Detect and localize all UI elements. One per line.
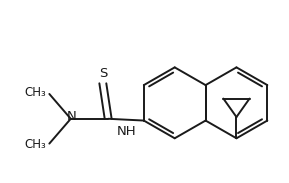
Text: CH₃: CH₃ xyxy=(25,138,46,151)
Text: S: S xyxy=(99,67,107,80)
Text: NH: NH xyxy=(117,126,137,139)
Text: N: N xyxy=(67,110,77,123)
Text: CH₃: CH₃ xyxy=(25,87,46,100)
